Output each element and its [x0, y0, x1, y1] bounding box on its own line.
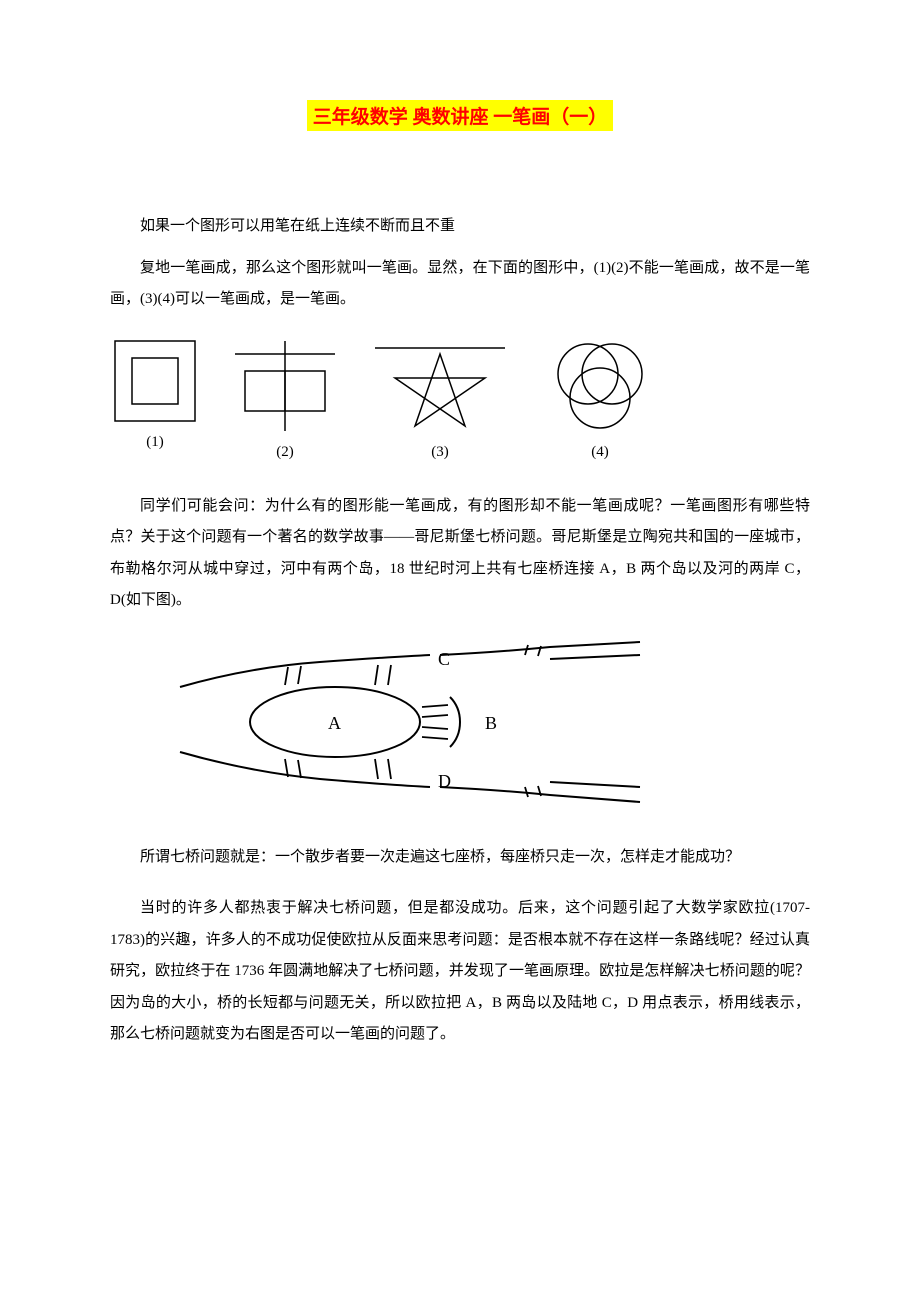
paragraph-1: 如果一个图形可以用笔在纸上连续不断而且不重 [110, 211, 810, 243]
figure-4: (4) [540, 336, 660, 461]
nested-squares-icon [110, 336, 200, 426]
page-title: 三年级数学 奥数讲座 一笔画（一） [307, 100, 614, 131]
figures-row: (1) (2) (3) (4) [110, 336, 810, 461]
figure-2: (2) [230, 336, 340, 461]
label-a: A [328, 713, 341, 733]
title-wrapper: 三年级数学 奥数讲座 一笔画（一） [110, 100, 810, 171]
paragraph-4: 所谓七桥问题就是：一个散步者要一次走遍这七座桥，每座桥只走一次，怎样走才能成功？ [110, 842, 810, 874]
figure-label-1: (1) [146, 434, 164, 451]
figure-3: (3) [370, 336, 510, 461]
paragraph-3: 同学们可能会问：为什么有的图形能一笔画成，有的图形却不能一笔画成呢？一笔画图形有… [110, 491, 810, 617]
bridge-figure: A B C D [170, 637, 810, 812]
konigsberg-bridges-icon: A B C D [170, 637, 650, 807]
figure-label-3: (3) [431, 444, 449, 461]
star-icon [370, 336, 510, 436]
figure-1: (1) [110, 336, 200, 451]
label-b: B [485, 713, 497, 733]
paragraph-2: 复地一笔画成，那么这个图形就叫一笔画。显然，在下面的图形中，(1)(2)不能一笔… [110, 253, 810, 316]
label-c: C [438, 649, 450, 669]
label-d: D [438, 771, 451, 791]
venn-circles-icon [540, 336, 660, 436]
figure-label-2: (2) [276, 444, 294, 461]
cross-box-icon [230, 336, 340, 436]
figure-label-4: (4) [591, 444, 609, 461]
paragraph-5: 当时的许多人都热衷于解决七桥问题，但是都没成功。后来，这个问题引起了大数学家欧拉… [110, 893, 810, 1051]
